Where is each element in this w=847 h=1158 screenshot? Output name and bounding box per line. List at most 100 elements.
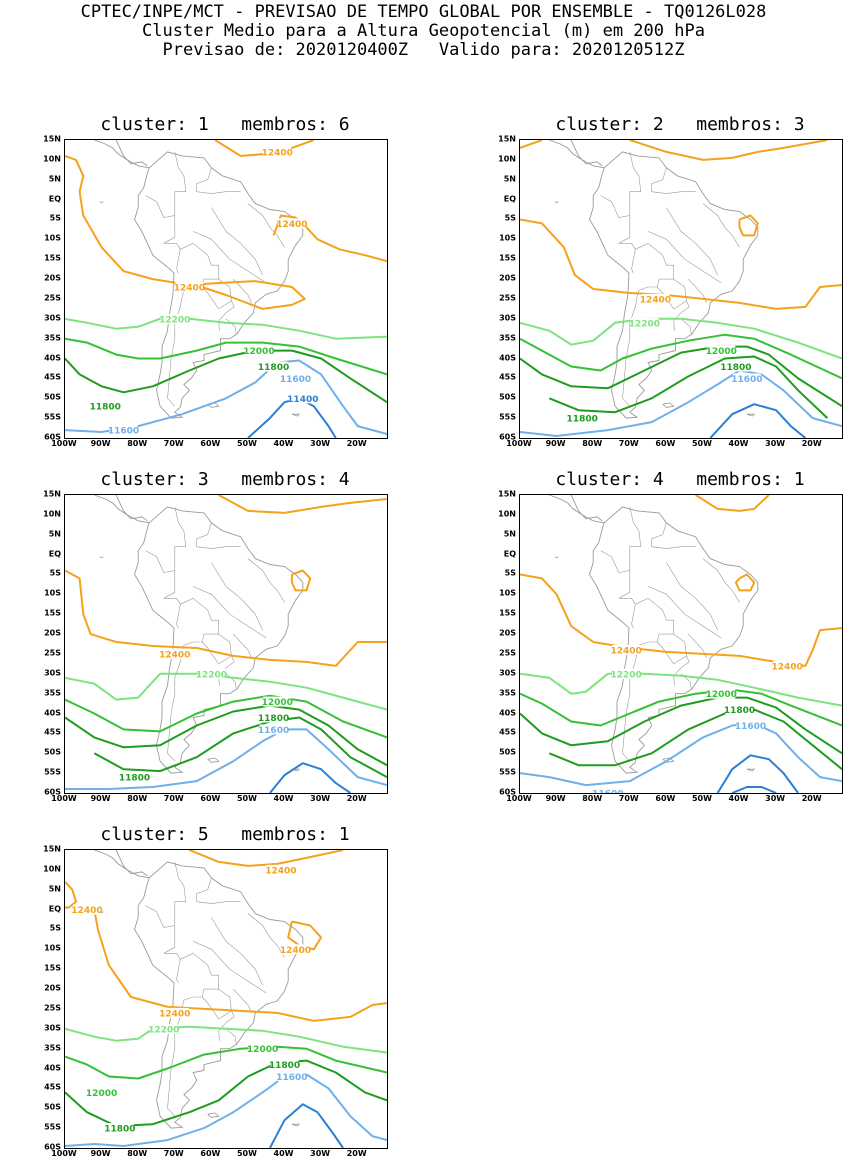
lon-tick-label: 70W [618,439,639,448]
country-border [673,300,690,331]
country-border [196,522,241,549]
country-border [167,1006,183,1117]
lat-tick-label: 35S [44,688,61,698]
contour-12400 [189,850,344,867]
contour-label-bg [87,1087,116,1098]
lat-tick-label: 20S [499,273,516,283]
contour-label-bg [736,720,765,731]
contour-11400 [709,403,807,438]
lon-tick-label: 60W [655,794,676,803]
lat-tick-label: 15S [44,963,61,973]
contour-11800 [520,345,842,408]
lat-tick-label: 40S [44,708,61,718]
panel-title-3: cluster: 3 membros: 4 [100,469,350,490]
coastline-central-america [115,495,148,522]
lat-tick-label: 25S [499,293,516,303]
island [207,757,220,763]
lon-tick-label: 40W [728,439,749,448]
contour-12400 [287,920,323,951]
country-border [167,296,183,407]
lon-tick-label: 20W [801,439,822,448]
lon-tick-label: 60W [200,794,221,803]
contour-label: 11600 [276,1073,307,1083]
lon-tick-label: 40W [273,1149,294,1158]
country-border [225,1028,237,1044]
lat-tick-label: 5S [49,213,61,223]
country-border [211,562,263,631]
country-border [211,917,263,986]
country-border [600,506,642,573]
contour-12000 [520,333,842,380]
map-panel-3: 12400 12200 12000 11800 11600 11800 [64,494,388,794]
country-border [192,231,267,284]
lat-tick-label: EQ [503,549,516,559]
country-border [600,151,642,218]
lon-tick-label: 90W [90,439,111,448]
country-border [180,597,219,652]
lat-tick-label: 5S [504,568,516,578]
lat-tick-label: 50S [44,747,61,757]
map-svg-1: 12400 12400 12400 12200 12000 11800 11800 11600… [65,140,387,438]
country-border [145,506,187,573]
lat-tick-label: 60S [44,787,61,797]
lat-tick-label: 10S [499,588,516,598]
country-border [163,925,181,984]
country-border [656,278,687,310]
lat-tick-label: 55S [44,412,61,422]
lon-tick-label: 100W [51,1149,77,1158]
map-svg-2: 12400 12200 12000 11800 11600 11800 [520,140,842,438]
contour-label-bg [732,373,761,384]
lon-tick-label: 70W [163,1149,184,1158]
lat-tick-label: 10N [43,509,61,519]
contour-label-bg [725,704,754,715]
contour-label: 12200 [159,315,190,325]
country-border [656,633,687,665]
country-border [196,167,241,194]
contour-11800 [65,349,387,404]
lat-tick-label: 10S [44,233,61,243]
contour-label-bg [105,1123,134,1134]
contour-label-bg [263,696,292,707]
lat-tick-label: 15N [498,489,516,499]
contour-label: 11800 [119,774,150,784]
lat-tick-label: 5N [503,529,516,539]
country-border [702,203,740,248]
island [554,556,559,559]
contour-12000 [65,694,387,739]
lat-tick-label: 50S [44,392,61,402]
lat-tick-label: 45S [499,727,516,737]
lon-tick-label: 70W [163,439,184,448]
coastline-central-america [115,140,148,167]
lat-tick-label: 40S [44,353,61,363]
contour-label: 12200 [629,319,660,329]
contour-label-bg [248,1043,277,1054]
lat-tick-label: 10S [44,588,61,598]
lon-tick-label: 50W [236,1149,257,1158]
contour-11600 [65,1073,387,1147]
lon-tick-label: 50W [691,439,712,448]
lat-tick-label: 30S [499,668,516,678]
contour-12200 [65,1025,387,1054]
lat-tick-label: 5S [49,568,61,578]
lon-tick-label: 30W [765,439,786,448]
lon-tick-label: 70W [618,794,639,803]
contour-12400 [65,881,77,909]
country-border [618,570,636,629]
contour-label-bg [270,1059,299,1070]
island [291,768,301,772]
contour-label: 11800 [720,363,751,373]
contour-12400 [290,569,312,592]
lon-tick-label: 70W [163,794,184,803]
contour-12200 [65,672,387,711]
lat-tick-label: 10N [43,154,61,164]
lat-tick-label: 15S [44,253,61,263]
contour-11600 [65,728,387,790]
country-border [218,300,235,331]
country-border [211,207,263,276]
contour-label: 12400 [159,650,190,660]
lat-tick-label: 30S [44,1023,61,1033]
contour-label-bg [277,218,306,229]
contour-label: 11800 [258,714,289,724]
contour-label-bg [149,1023,178,1034]
contour-label-bg [773,660,802,671]
